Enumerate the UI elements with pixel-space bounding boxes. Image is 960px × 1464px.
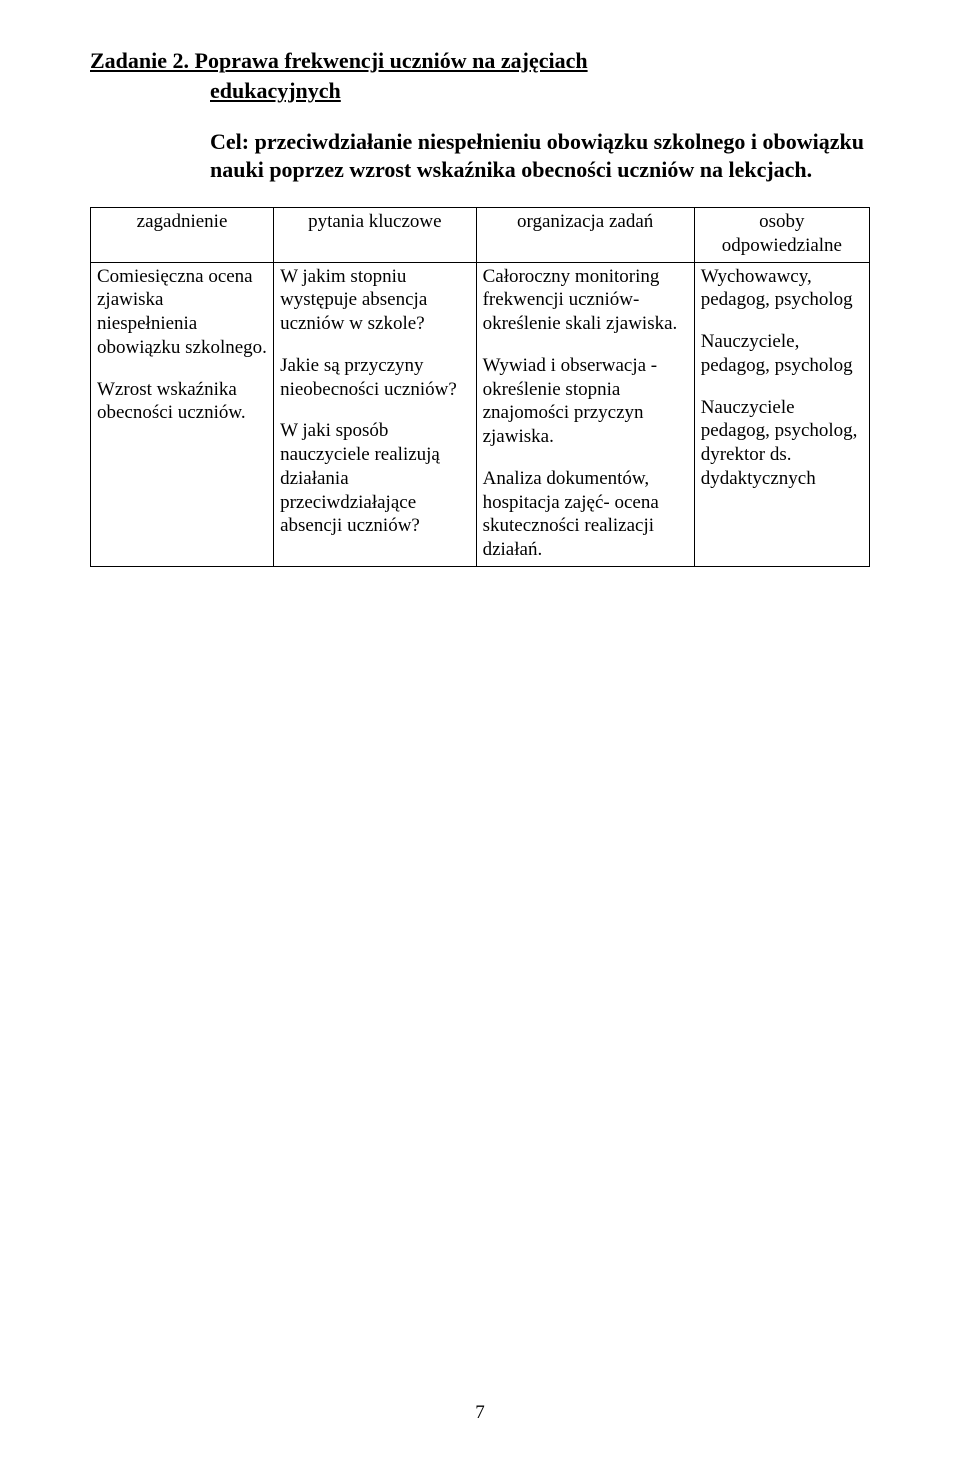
osoby-2: Nauczyciele, pedagog, psycholog — [701, 330, 863, 378]
pytanie-3: W jaki sposób nauczyciele realizują dzia… — [280, 419, 470, 538]
osoby-3: Nauczyciele pedagog, psycholog, dyrektor… — [701, 396, 863, 491]
header-organizacja-zadan: organizacja zadań — [476, 208, 694, 263]
pytanie-1: W jakim stopniu występuje absencja uczni… — [280, 265, 470, 336]
cell-organizacja: Całoroczny monitoring frekwencji uczniów… — [476, 262, 694, 566]
header-pytania-kluczowe: pytania kluczowe — [274, 208, 477, 263]
cell-pytania: W jakim stopniu występuje absencja uczni… — [274, 262, 477, 566]
pytanie-2: Jakie są przyczyny nieobecności uczniów? — [280, 354, 470, 402]
task-title-line1: Zadanie 2. Poprawa frekwencji uczniów na… — [90, 48, 870, 74]
osoby-1: Wychowawcy, pedagog, psycholog — [701, 265, 863, 313]
page-number: 7 — [0, 1402, 960, 1424]
organizacja-3: Analiza dokumentów, hospitacja zajęć- oc… — [483, 467, 688, 562]
table-header-row: zagadnienie pytania kluczowe organizacja… — [91, 208, 870, 263]
task-table: zagadnienie pytania kluczowe organizacja… — [90, 207, 870, 567]
cell-osoby: Wychowawcy, pedagog, psycholog Nauczycie… — [694, 262, 869, 566]
zagadnienie-1: Comiesięczna ocena zjawiska niespełnieni… — [97, 265, 267, 360]
goal-text: Cel: przeciwdziałanie niespełnieniu obow… — [210, 128, 870, 183]
header-osoby-odpowiedzialne: osoby odpowiedzialne — [694, 208, 869, 263]
task-title-line2: edukacyjnych — [210, 78, 870, 104]
page: Zadanie 2. Poprawa frekwencji uczniów na… — [0, 0, 960, 1464]
organizacja-2: Wywiad i obserwacja - określenie stopnia… — [483, 354, 688, 449]
organizacja-1: Całoroczny monitoring frekwencji uczniów… — [483, 265, 688, 336]
cell-zagadnienie: Comiesięczna ocena zjawiska niespełnieni… — [91, 262, 274, 566]
header-zagadnienie: zagadnienie — [91, 208, 274, 263]
zagadnienie-2: Wzrost wskaźnika obecności uczniów. — [97, 378, 267, 426]
